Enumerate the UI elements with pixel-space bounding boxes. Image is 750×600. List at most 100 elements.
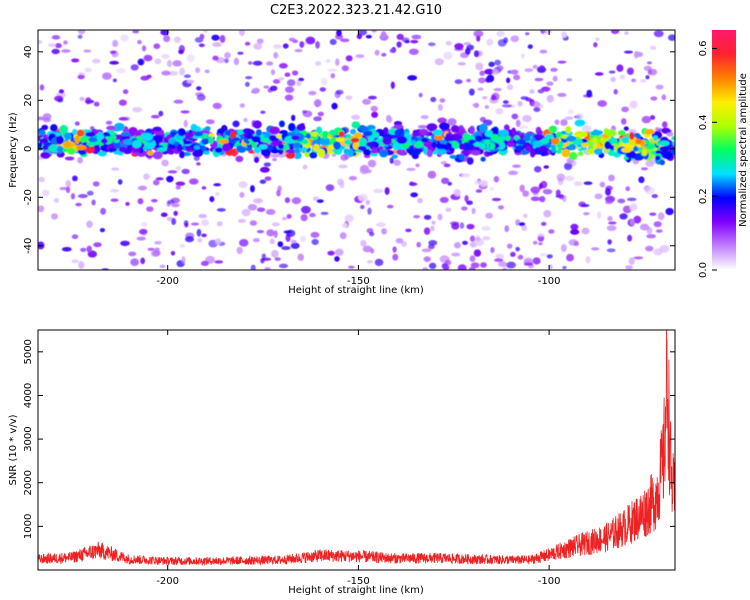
spectrogram-cell	[50, 124, 58, 132]
spectrogram-cell	[625, 265, 633, 270]
spectrogram-cell	[568, 109, 574, 115]
spectrogram-cell	[542, 188, 553, 195]
spectrogram-cell	[64, 132, 72, 141]
spectrogram-cell	[370, 105, 378, 112]
spectrogram-cell	[247, 203, 258, 211]
spectrogram-cell	[519, 184, 525, 193]
x-tick-label: -200	[156, 576, 179, 587]
y-tick-label: 4000	[23, 383, 34, 408]
spectrogram-cell	[506, 84, 514, 91]
spectrogram-cell	[327, 68, 337, 72]
spectrogram-cell	[155, 177, 164, 181]
spectrogram-cell	[629, 203, 638, 212]
spectrogram-cell	[281, 246, 291, 251]
spectrogram-cell	[173, 99, 184, 104]
spectrogram-cell	[370, 149, 379, 154]
spectrogram-cell	[641, 148, 648, 156]
spectrogram-cell	[367, 207, 372, 215]
spectrogram-cell	[302, 164, 308, 170]
spectrogram-cell	[235, 155, 244, 163]
spectrogram-cell	[449, 154, 457, 159]
spectrogram-cell	[186, 79, 195, 84]
spectrogram-cell	[153, 43, 161, 50]
spectrogram-cell	[166, 59, 172, 67]
spectrogram-cell	[270, 69, 276, 76]
spectrogram-cell	[310, 231, 320, 238]
spectrogram-cell	[524, 145, 532, 152]
spectrogram-cell	[422, 267, 428, 270]
spectrogram-cell	[510, 35, 520, 43]
colorbar-label: Normalized spectral amplitude	[738, 73, 749, 227]
spectrogram-cell	[42, 117, 52, 123]
spectrogram-cell	[443, 163, 451, 168]
spectrogram-cell	[496, 65, 504, 71]
spectrogram-cell	[265, 61, 274, 66]
spectrogram-cell	[506, 142, 516, 148]
spectrogram-cell	[441, 177, 450, 185]
spectrogram-cell	[166, 175, 174, 183]
spectrogram-cell	[147, 247, 155, 251]
spectrogram-cell	[317, 111, 324, 117]
spectrogram-cell	[170, 250, 176, 256]
spectrogram-cell	[623, 50, 633, 54]
spectrogram-cell	[613, 89, 618, 95]
spectrogram-cell	[292, 142, 302, 149]
spectrogram-cell	[216, 221, 223, 227]
spectrogram-cell	[163, 34, 171, 43]
spectrogram-cell	[645, 144, 656, 150]
spectrogram-cell	[665, 207, 674, 216]
spectrogram-cell	[389, 48, 396, 54]
spectrogram-cell	[319, 136, 331, 146]
spectrogram-cell	[506, 243, 513, 249]
spectrogram-cell	[523, 262, 534, 266]
spectrogram-cell	[97, 151, 107, 157]
spectrogram-cell	[274, 257, 281, 261]
spectrogram-cell	[117, 179, 123, 185]
spectrogram-cell	[532, 240, 538, 245]
spectrogram-cell	[284, 94, 294, 101]
spectrogram-cell	[216, 208, 226, 212]
spectrogram-cell	[374, 49, 380, 56]
spectrogram-cell	[451, 252, 461, 257]
spectrogram-cell	[291, 197, 302, 205]
spectrogram-cell	[269, 238, 275, 245]
spectrogram-cell	[72, 128, 78, 136]
spectrogram-cell	[491, 197, 502, 202]
spectrogram-cell	[469, 235, 476, 242]
spectrogram-cell	[251, 136, 261, 143]
spectrogram-cell	[278, 77, 285, 81]
spectrogram-cell	[629, 100, 638, 109]
spectrogram-cell	[277, 143, 285, 150]
spectrogram-cell	[481, 226, 491, 231]
spectrogram-cell	[201, 186, 207, 190]
snr-x-axis-label: Height of straight line (km)	[288, 585, 424, 596]
spectrogram-cell	[381, 228, 387, 235]
spectrogram-cell	[591, 137, 598, 144]
spectrogram-cell	[141, 222, 148, 227]
spectrogram-cell	[608, 174, 615, 182]
spectrogram-cell	[219, 35, 226, 43]
spectrogram-cell	[67, 147, 76, 155]
spectrogram-cell	[533, 107, 541, 113]
spectrogram-cell	[190, 123, 198, 131]
spectrogram-cell	[331, 102, 338, 110]
spectrogram-cell	[594, 72, 604, 76]
spectrogram-cell	[550, 137, 560, 145]
spectrogram-cell	[146, 74, 152, 79]
spectrogram-cell	[183, 74, 191, 79]
spectrogram-cell	[649, 115, 656, 120]
spectrogram-cell	[201, 146, 207, 152]
spectrogram-cell	[593, 148, 603, 155]
spectrogram-cell	[310, 135, 319, 141]
spectrogram-cell	[108, 147, 117, 152]
spectrogram-cell	[646, 234, 657, 239]
spectrogram-cell	[625, 150, 636, 159]
spectrogram-cell	[285, 229, 296, 237]
spectrogram-cell	[305, 36, 316, 45]
spectrogram-cell	[573, 139, 583, 146]
spectrogram-cell	[176, 143, 183, 152]
spectrogram-cell	[277, 241, 284, 248]
spectrogram-cell	[566, 78, 573, 82]
spectrogram-cell	[655, 149, 662, 155]
spectrogram-cell	[201, 138, 210, 145]
